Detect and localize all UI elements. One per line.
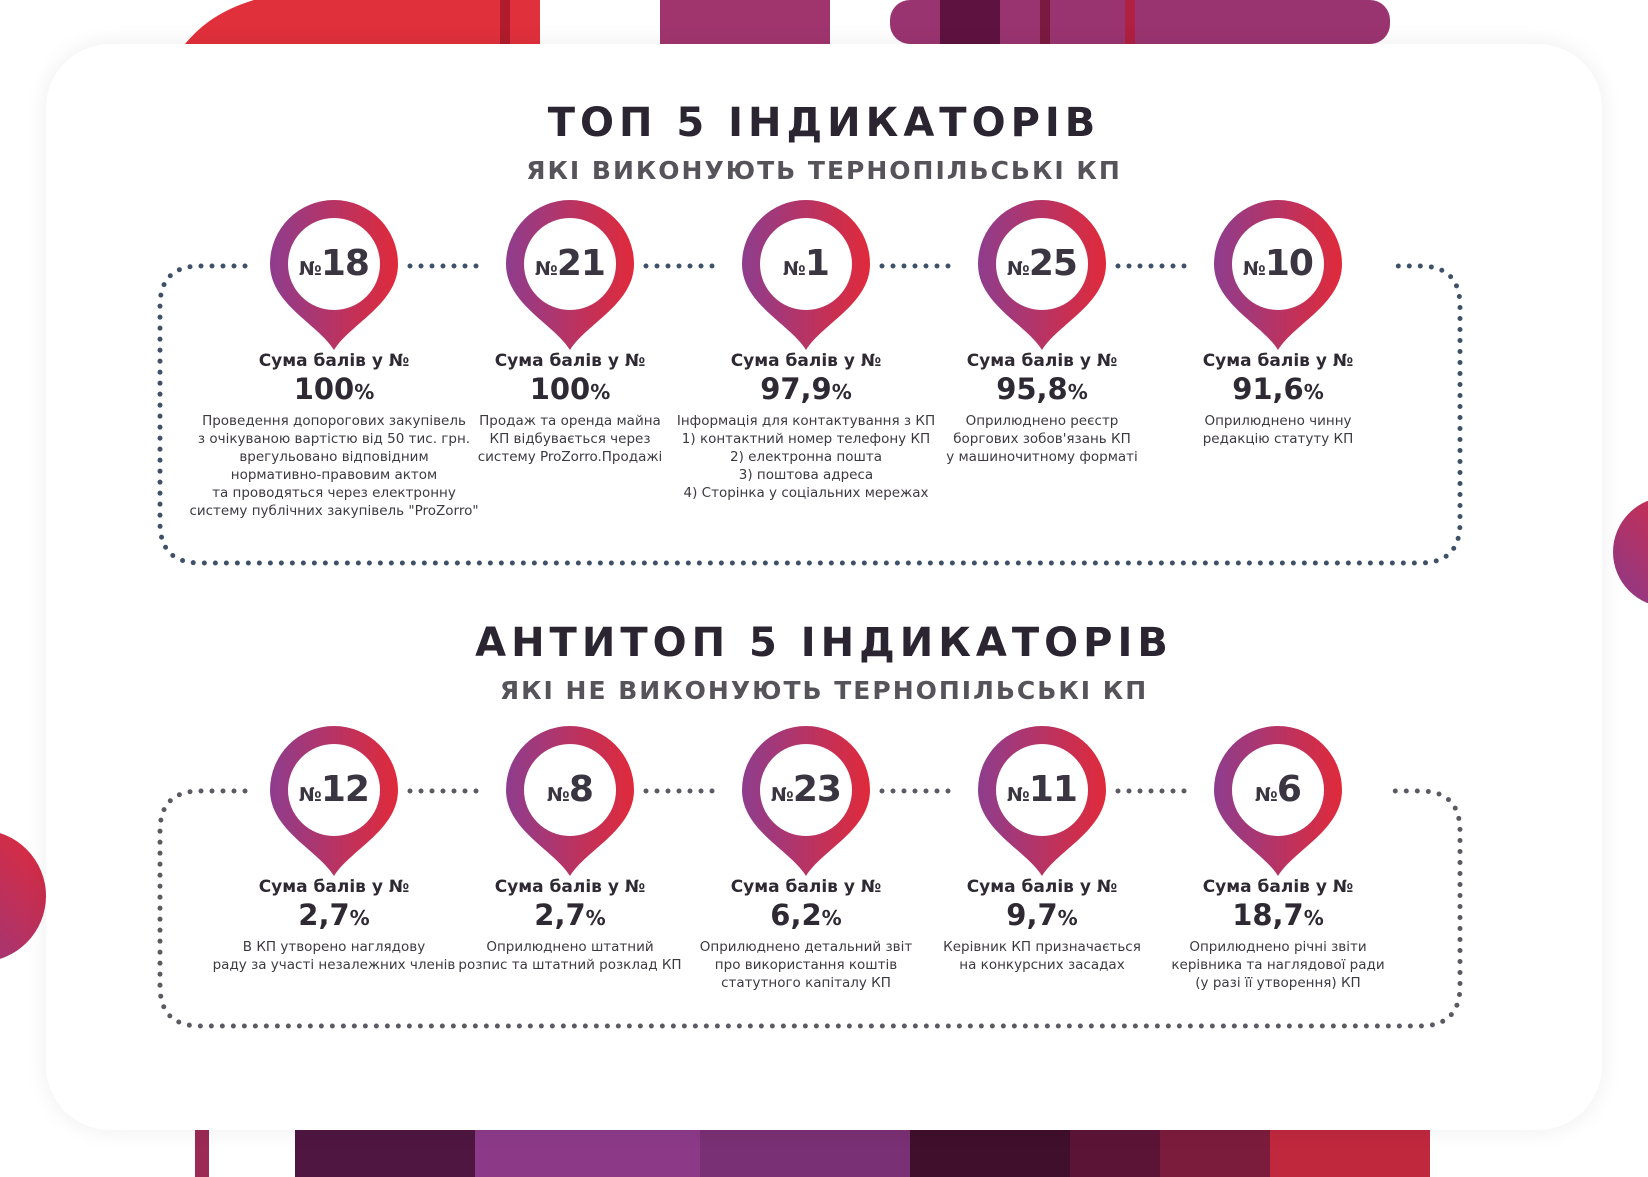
score-label: Сума балів у № <box>258 877 410 897</box>
map-pin-icon: №6 <box>1214 726 1342 876</box>
map-pin-icon: №11 <box>978 726 1106 876</box>
indicator-description: Керівник КП призначається на конкурсних з… <box>943 939 1141 973</box>
score-value: 100% <box>293 372 375 406</box>
score-value: 9,7% <box>1006 898 1078 932</box>
score-label: Сума балів у № <box>1202 877 1354 897</box>
indicator-number: №25 <box>1007 243 1078 284</box>
indicator-description: Оприлюднено штатний розпис та штатний роз… <box>458 939 682 973</box>
map-pin-icon: №18 <box>270 200 398 350</box>
indicator-description: Проведення допорогових закупівель з очіку… <box>189 413 479 519</box>
map-pin-icon: №23 <box>742 726 870 876</box>
indicator-description: Оприлюднено річні звіти керівника та нагл… <box>1171 939 1385 991</box>
bottom-section-subtitle: ЯКІ НЕ ВИКОНУЮТЬ ТЕРНОПІЛЬСЬКІ КП <box>499 676 1149 705</box>
score-label: Сума балів у № <box>494 351 646 371</box>
map-pin-icon: №10 <box>1214 200 1342 350</box>
indicator-number: №12 <box>299 769 370 810</box>
indicator-number: №6 <box>1255 769 1302 810</box>
indicator-number: №23 <box>771 769 842 810</box>
top-section-subtitle: ЯКІ ВИКОНУЮТЬ ТЕРНОПІЛЬСЬКІ КП <box>526 156 1122 185</box>
score-label: Сума балів у № <box>966 877 1118 897</box>
top-section-title: ТОП 5 ІНДИКАТОРІВ <box>547 100 1101 146</box>
score-label: Сума балів у № <box>494 877 646 897</box>
indicator-number: №1 <box>783 243 830 284</box>
map-pin-icon: №8 <box>506 726 634 876</box>
score-label: Сума балів у № <box>730 877 882 897</box>
indicator-description: Інформація для контактування з КП 1) конт… <box>676 413 936 501</box>
score-value: 97,9% <box>760 372 852 406</box>
score-value: 2,7% <box>298 898 370 932</box>
score-label: Сума балів у № <box>1202 351 1354 371</box>
indicator-number: №18 <box>299 243 370 284</box>
score-value: 18,7% <box>1232 898 1324 932</box>
map-pin-icon: №21 <box>506 200 634 350</box>
indicator-number: №10 <box>1243 243 1314 284</box>
map-pin-icon: №1 <box>742 200 870 350</box>
score-label: Сума балів у № <box>966 351 1118 371</box>
indicator-description: Оприлюднено реєстр боргових зобов'язань К… <box>946 413 1138 465</box>
indicator-description: Продаж та оренда майна КП відбувається че… <box>477 413 663 465</box>
indicator-number: №21 <box>535 243 606 284</box>
map-pin-icon: №12 <box>270 726 398 876</box>
score-value: 100% <box>529 372 611 406</box>
indicator-number: №8 <box>547 769 594 810</box>
indicator-number: №11 <box>1007 769 1078 810</box>
indicator-description: В КП утворено наглядову раду за участі не… <box>212 939 456 973</box>
indicator-description: Оприлюднено чинну редакцію статуту КП <box>1202 413 1354 447</box>
score-value: 6,2% <box>770 898 842 932</box>
bottom-section-title: АНТИТОП 5 ІНДИКАТОРІВ <box>475 620 1173 666</box>
score-value: 91,6% <box>1232 372 1324 406</box>
indicator-description: Оприлюднено детальний звіт про використан… <box>699 939 913 991</box>
score-label: Сума балів у № <box>258 351 410 371</box>
map-pin-icon: №25 <box>978 200 1106 350</box>
score-label: Сума балів у № <box>730 351 882 371</box>
score-value: 2,7% <box>534 898 606 932</box>
score-value: 95,8% <box>996 372 1088 406</box>
